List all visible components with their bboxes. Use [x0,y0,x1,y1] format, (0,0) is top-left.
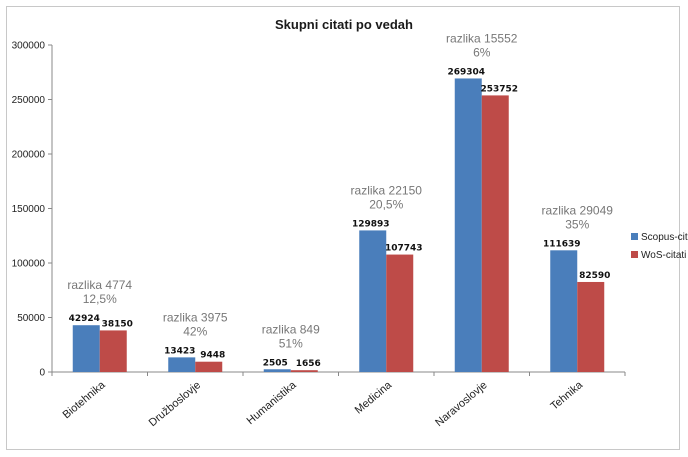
annotation-difference: razlika 22150 [351,183,423,197]
annotation-percent: 12,5% [83,292,117,306]
data-label: 42924 [69,314,100,324]
data-label: 82590 [579,271,610,281]
annotation-difference: razlika 4774 [67,278,132,292]
bar-scopus [359,230,387,372]
chart-title: Skupni citati po vedah [275,17,413,32]
data-label: 111639 [543,239,581,249]
legend-swatch [631,233,638,240]
bar-wos [577,281,605,372]
data-label: 129893 [352,219,390,229]
annotation-difference: razlika 29049 [542,203,614,217]
y-tick-label: 50000 [17,313,45,324]
y-tick-label: 0 [39,368,45,379]
data-label: 2505 [263,358,288,368]
x-tick-label: Medicina [353,379,395,417]
bar-wos [99,330,127,372]
annotation-percent: 35% [565,217,589,231]
bar-wos [481,95,509,373]
chart-frame [6,6,680,450]
y-tick-label: 200000 [12,150,46,161]
data-label: 269304 [447,67,485,77]
annotation-percent: 20,5% [369,197,403,211]
data-label: 1656 [296,359,321,369]
x-tick-label: Družboslovje [147,379,203,429]
bar-wos [386,254,414,372]
bar-scopus [454,78,482,372]
annotation-difference: razlika 3975 [163,310,228,324]
legend-label: Scopus-citati [641,232,688,243]
annotation-difference: razlika 849 [262,322,320,336]
x-tick-label: Humanistika [245,379,300,428]
bar-scopus [72,325,100,372]
x-tick-label: Tehnika [548,379,585,413]
data-label: 253752 [480,84,518,94]
annotation-difference: razlika 15552 [446,31,518,45]
bar-scopus [263,369,291,372]
y-tick-label: 100000 [12,259,46,270]
annotation-percent: 6% [473,45,491,59]
y-tick-label: 150000 [12,204,46,215]
legend-label: WoS-citati [641,250,686,261]
data-label: 107743 [385,244,423,254]
annotation-percent: 51% [279,336,303,350]
x-tick-label: Naravoslovje [433,379,489,429]
bar-scopus [550,250,578,372]
data-label: 9448 [200,351,225,361]
bar-wos [290,370,318,372]
y-tick-label: 300000 [12,41,46,52]
data-label: 38150 [102,319,133,329]
data-label: 13423 [164,346,195,356]
legend-swatch [631,251,638,258]
x-tick-label: Biotehnika [61,379,109,422]
bar-wos [195,361,223,372]
annotation-percent: 42% [183,324,207,338]
y-tick-label: 250000 [12,95,46,106]
bar-scopus [168,357,196,372]
